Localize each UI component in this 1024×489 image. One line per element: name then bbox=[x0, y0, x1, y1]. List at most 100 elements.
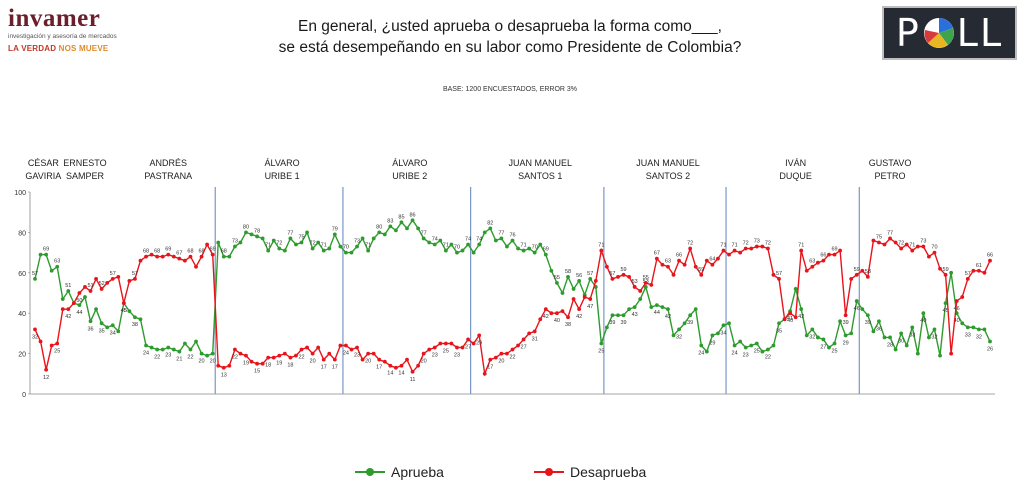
data-point bbox=[499, 236, 504, 241]
logo-wordmark: invamer bbox=[8, 5, 101, 32]
data-point bbox=[449, 341, 454, 346]
data-point bbox=[60, 297, 65, 301]
data-label: 32 bbox=[809, 334, 815, 340]
president-label: URIBE 2 bbox=[392, 171, 427, 181]
data-point bbox=[482, 230, 487, 235]
data-point bbox=[610, 313, 615, 318]
data-point bbox=[604, 325, 609, 330]
data-label: 58 bbox=[865, 269, 871, 275]
data-point bbox=[338, 343, 343, 348]
data-point bbox=[860, 268, 865, 273]
data-point bbox=[527, 331, 532, 336]
data-label: 71 bbox=[720, 243, 726, 249]
data-point bbox=[305, 345, 309, 350]
data-point bbox=[110, 276, 115, 281]
data-point bbox=[310, 351, 315, 356]
legend-approve-swatch bbox=[355, 468, 385, 476]
data-point bbox=[244, 353, 248, 358]
data-point bbox=[455, 250, 459, 255]
data-label: 72 bbox=[898, 241, 904, 247]
data-point bbox=[171, 347, 176, 352]
president-label: URIBE 1 bbox=[265, 171, 300, 181]
data-label: 23 bbox=[454, 353, 460, 359]
data-label: 72 bbox=[765, 241, 771, 247]
legend-approve-label: Aprueba bbox=[391, 464, 444, 480]
data-point bbox=[821, 337, 826, 342]
data-point bbox=[349, 250, 354, 255]
data-point bbox=[777, 321, 781, 326]
data-point bbox=[377, 230, 382, 235]
data-point bbox=[133, 276, 137, 281]
data-point bbox=[432, 242, 437, 247]
data-point bbox=[427, 347, 432, 352]
data-label: 72 bbox=[310, 241, 316, 247]
data-label: 75 bbox=[876, 235, 882, 241]
data-label: 24 bbox=[343, 351, 349, 357]
data-point bbox=[671, 333, 676, 338]
data-point bbox=[871, 329, 876, 334]
data-point bbox=[976, 268, 981, 273]
data-point bbox=[249, 232, 254, 237]
data-label: 32 bbox=[676, 334, 682, 340]
data-point bbox=[499, 351, 504, 356]
data-label: 46 bbox=[854, 306, 860, 312]
data-label: 55 bbox=[554, 275, 560, 281]
data-point bbox=[910, 248, 915, 253]
data-point bbox=[710, 262, 715, 267]
data-point bbox=[743, 345, 748, 350]
data-label: 77 bbox=[421, 230, 427, 236]
data-label: 56 bbox=[576, 273, 582, 279]
data-point bbox=[327, 246, 332, 251]
data-point bbox=[871, 238, 876, 243]
data-label: 71 bbox=[443, 243, 449, 249]
data-point bbox=[277, 353, 282, 358]
poll-logo-right: LL bbox=[956, 11, 1004, 55]
data-label: 41 bbox=[787, 316, 793, 322]
data-point bbox=[349, 347, 354, 352]
data-point bbox=[693, 264, 698, 269]
data-label: 23 bbox=[432, 353, 438, 359]
data-point bbox=[271, 355, 276, 360]
data-label: 68 bbox=[221, 249, 227, 255]
data-point bbox=[771, 343, 776, 348]
president-label: ERNESTO bbox=[63, 158, 106, 168]
data-point bbox=[899, 246, 904, 251]
data-point bbox=[632, 305, 637, 310]
data-point bbox=[382, 232, 387, 237]
data-label: 74 bbox=[465, 237, 471, 243]
data-label: 73 bbox=[232, 239, 238, 245]
data-point bbox=[982, 270, 987, 275]
data-point bbox=[599, 341, 604, 346]
data-label: 34 bbox=[720, 330, 726, 336]
data-point bbox=[194, 264, 198, 269]
data-point bbox=[743, 246, 748, 251]
data-label: 69 bbox=[210, 247, 216, 253]
data-point bbox=[749, 343, 754, 348]
data-point bbox=[877, 240, 881, 245]
data-label: 58 bbox=[565, 269, 571, 275]
data-point bbox=[566, 315, 570, 320]
data-label: 59 bbox=[620, 267, 626, 273]
data-point bbox=[149, 252, 154, 257]
data-point bbox=[138, 258, 143, 263]
data-point bbox=[177, 256, 182, 261]
data-point bbox=[344, 343, 348, 348]
data-label: 61 bbox=[976, 263, 982, 269]
data-point bbox=[105, 325, 110, 330]
data-label: 80 bbox=[376, 224, 382, 230]
data-label: 35 bbox=[99, 328, 105, 334]
data-label: 66 bbox=[987, 253, 993, 259]
data-label: 64 bbox=[709, 257, 715, 263]
data-point bbox=[294, 353, 298, 358]
data-point bbox=[183, 258, 187, 263]
logo-tagline-part1: LA VERDAD bbox=[8, 44, 57, 53]
president-label: DUQUE bbox=[779, 171, 812, 181]
data-label: 72 bbox=[743, 241, 749, 247]
data-point bbox=[238, 240, 243, 245]
data-point bbox=[288, 355, 293, 360]
data-label: 71 bbox=[521, 243, 527, 249]
data-label: 25 bbox=[831, 349, 837, 355]
data-point bbox=[666, 264, 670, 269]
data-point bbox=[810, 264, 815, 269]
data-point bbox=[877, 319, 881, 324]
